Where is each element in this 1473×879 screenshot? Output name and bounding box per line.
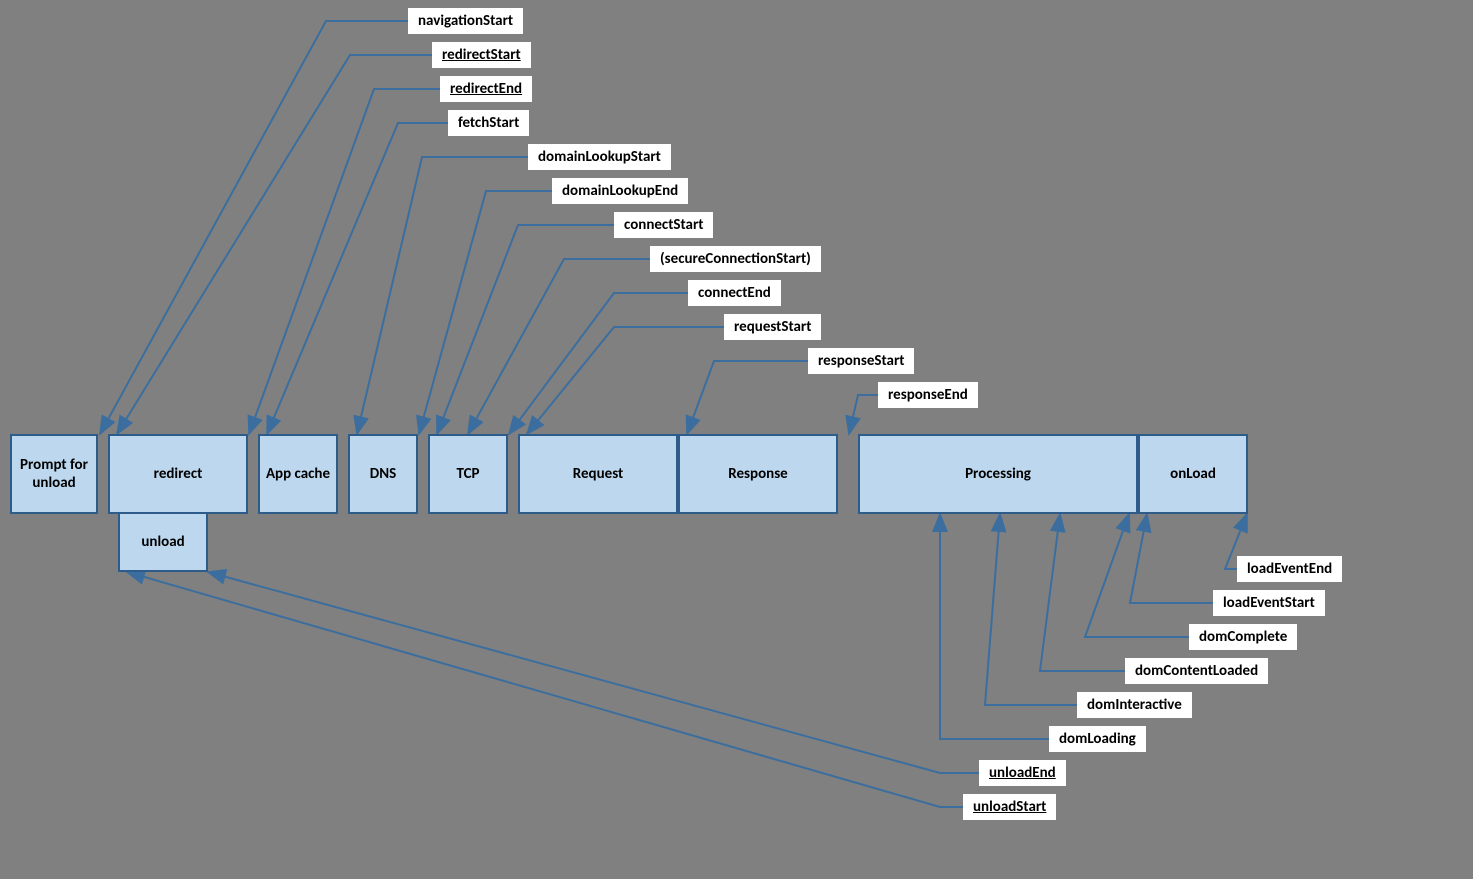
label-unloadEnd: unloadEnd [979,760,1066,786]
phase-dns: DNS [348,434,418,514]
label-requestStart: requestStart [724,314,821,340]
label-domainLookupStart: domainLookupStart [528,144,671,170]
phase-prompt: Prompt for unload [10,434,98,514]
phase-request: Request [518,434,678,514]
phase-appcache: App cache [258,434,338,514]
label-domLoading: domLoading [1049,726,1146,752]
label-responseEnd: responseEnd [878,382,978,408]
label-loadEventStart: loadEventStart [1213,590,1325,616]
label-domContentLoaded: domContentLoaded [1125,658,1268,684]
label-redirectEnd: redirectEnd [440,76,532,102]
label-redirectStart: redirectStart [432,42,531,68]
label-loadEventEnd: loadEventEnd [1237,556,1342,582]
label-domInteractive: domInteractive [1077,692,1192,718]
phase-unload: unload [118,512,208,572]
label-responseStart: responseStart [808,348,914,374]
label-unloadStart: unloadStart [963,794,1056,820]
phase-tcp: TCP [428,434,508,514]
label-connectEnd: connectEnd [688,280,781,306]
label-connectStart: connectStart [614,212,713,238]
label-domainLookupEnd: domainLookupEnd [552,178,688,204]
phase-response: Response [678,434,838,514]
phase-onload: onLoad [1138,434,1248,514]
label-fetchStart: fetchStart [448,110,529,136]
label-navigationStart: navigationStart [408,8,523,34]
phase-processing: Processing [858,434,1138,514]
label-secureConnectionStart: (secureConnectionStart) [650,246,821,272]
phase-redirect: redirect [108,434,248,514]
label-domComplete: domComplete [1189,624,1297,650]
